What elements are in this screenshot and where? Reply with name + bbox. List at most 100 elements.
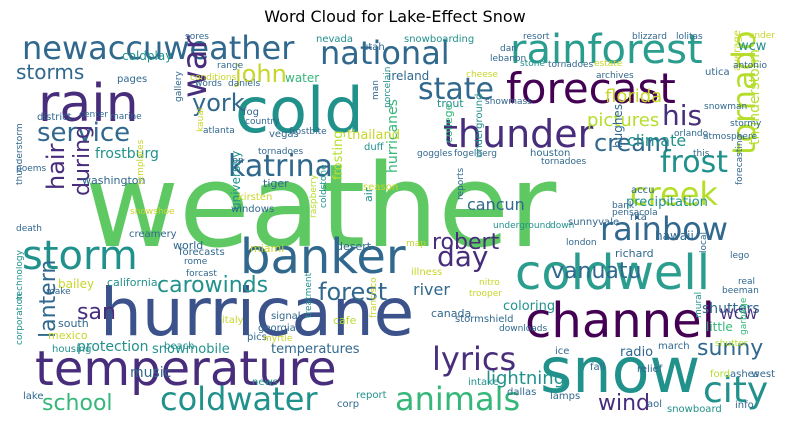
word-carowinds: carowinds: [157, 273, 269, 298]
word-snow: snow: [540, 334, 701, 407]
word-music: music: [130, 365, 172, 381]
word-cold: cold: [235, 74, 364, 147]
word-coldwell: coldwell: [515, 245, 711, 301]
word-west: west: [751, 369, 775, 380]
word-trout: trout: [437, 97, 464, 110]
word-beeman: beeman: [722, 286, 759, 296]
word-temperature: temperature: [35, 341, 337, 397]
word-richard: richard: [615, 247, 654, 260]
word-national: national: [320, 34, 450, 72]
word-bank: bank: [612, 201, 635, 211]
word-tiger: tiger: [263, 177, 289, 190]
word-porcelain: porcelain: [383, 66, 393, 108]
word-shutters: shutters: [702, 301, 760, 317]
word-francisco: francisco: [369, 277, 379, 318]
word-nitro: nitro: [479, 278, 500, 288]
word-wind: wind: [598, 391, 651, 415]
word-garbage: garbage: [739, 297, 749, 335]
word-service: service: [37, 118, 131, 148]
word-lyrics: lyrics: [432, 340, 517, 378]
word-pics: pics: [247, 332, 267, 343]
word-lightning: lightning: [486, 368, 566, 389]
word-climate: climate: [627, 131, 687, 150]
word-stone: stone: [520, 59, 545, 69]
word-beach: beach: [164, 341, 195, 352]
word-man: man: [371, 80, 381, 100]
word-lego: lego: [730, 251, 750, 261]
word-forecasts: forecasts: [179, 247, 225, 258]
word-air: air: [362, 187, 375, 202]
word-storms: storms: [16, 60, 85, 84]
word-forest: forest: [318, 278, 388, 306]
word-center: center: [79, 110, 108, 120]
word-daniels: daniels: [228, 79, 261, 89]
chart-title: Word Cloud for Lake-Effect Snow: [264, 7, 526, 26]
word-templates: templates: [136, 139, 146, 185]
word-hurricane: hurricane: [100, 274, 415, 351]
word-college: college: [442, 103, 455, 143]
word-fall: fall: [590, 362, 606, 373]
word-wcw: WCW: [720, 307, 758, 323]
word-forecasting: forecasting: [735, 134, 745, 185]
word-words: words: [195, 79, 222, 89]
word-dallas: dallas: [507, 387, 537, 398]
word-creamery: creamery: [129, 229, 177, 240]
word-snowmobile: snowmobile: [152, 342, 230, 357]
word-ion: ion: [230, 156, 244, 166]
word-london: london: [566, 238, 597, 248]
word-pages: pages: [117, 74, 148, 85]
word-bailey: bailey: [58, 277, 95, 291]
word-pensacola: pensacola: [612, 208, 658, 218]
word-relief: relief: [637, 364, 663, 375]
word-intake: intake: [468, 377, 499, 388]
word-weather: weather: [85, 140, 557, 274]
word-trooper: trooper: [469, 289, 502, 299]
word-pictures: pictures: [587, 110, 660, 131]
word-california: california: [107, 276, 158, 289]
word-duff: duff: [364, 142, 384, 153]
word-corporation: corporation: [16, 293, 25, 345]
word-goggles: goggles: [417, 149, 453, 159]
word-cheese: cheese: [466, 70, 498, 80]
word-washington: washington: [82, 174, 146, 187]
word-map: map: [406, 239, 426, 249]
word-accu: accu: [631, 185, 655, 196]
word-little: little: [706, 320, 733, 334]
word-underground: underground: [474, 93, 485, 159]
word-blizzard: blizzard: [632, 32, 667, 42]
word-world: world: [173, 239, 204, 252]
word-rainforest: rainforest: [510, 30, 703, 73]
word-creek: creek: [630, 175, 718, 213]
word-utah: utah: [362, 42, 385, 53]
word-ford: ford: [710, 369, 730, 380]
word-nevada: nevada: [316, 34, 354, 45]
word-john: john: [235, 60, 287, 88]
word-info: info: [735, 400, 754, 411]
word-san: san: [77, 300, 116, 325]
word-south: south: [58, 317, 89, 330]
word-fog: fog: [243, 107, 259, 118]
word-water: water: [285, 71, 320, 85]
word-cloud: weather hurricane snow cold temperature chann…: [16, 30, 775, 415]
word-range: range: [217, 61, 244, 71]
word-animals: animals: [395, 380, 521, 415]
word-river: river: [413, 280, 450, 299]
word-this: this: [693, 149, 710, 159]
word-temperatures: temperatures: [271, 342, 360, 357]
word-newaccuweather: newaccuweather: [22, 30, 295, 67]
word-katrina: katrina: [228, 149, 334, 184]
word-shutter: shutter: [715, 339, 748, 349]
word-vanuatu: vanuatu: [551, 259, 642, 284]
word-atlanta: atlanta: [203, 126, 235, 136]
word-his: his: [662, 99, 703, 132]
word-georgia: georgia: [258, 323, 296, 334]
word-vegas: vegas: [269, 129, 299, 140]
word-day: day: [437, 240, 489, 273]
word-mural: mural: [694, 291, 704, 318]
word-frosting: frosting: [331, 130, 346, 180]
word-rita: rita: [630, 212, 647, 223]
word-coldstone: coldstone: [319, 164, 329, 208]
word-illness: illness: [411, 267, 443, 278]
word-march: march: [658, 341, 690, 352]
word-ice: ice: [555, 346, 570, 357]
